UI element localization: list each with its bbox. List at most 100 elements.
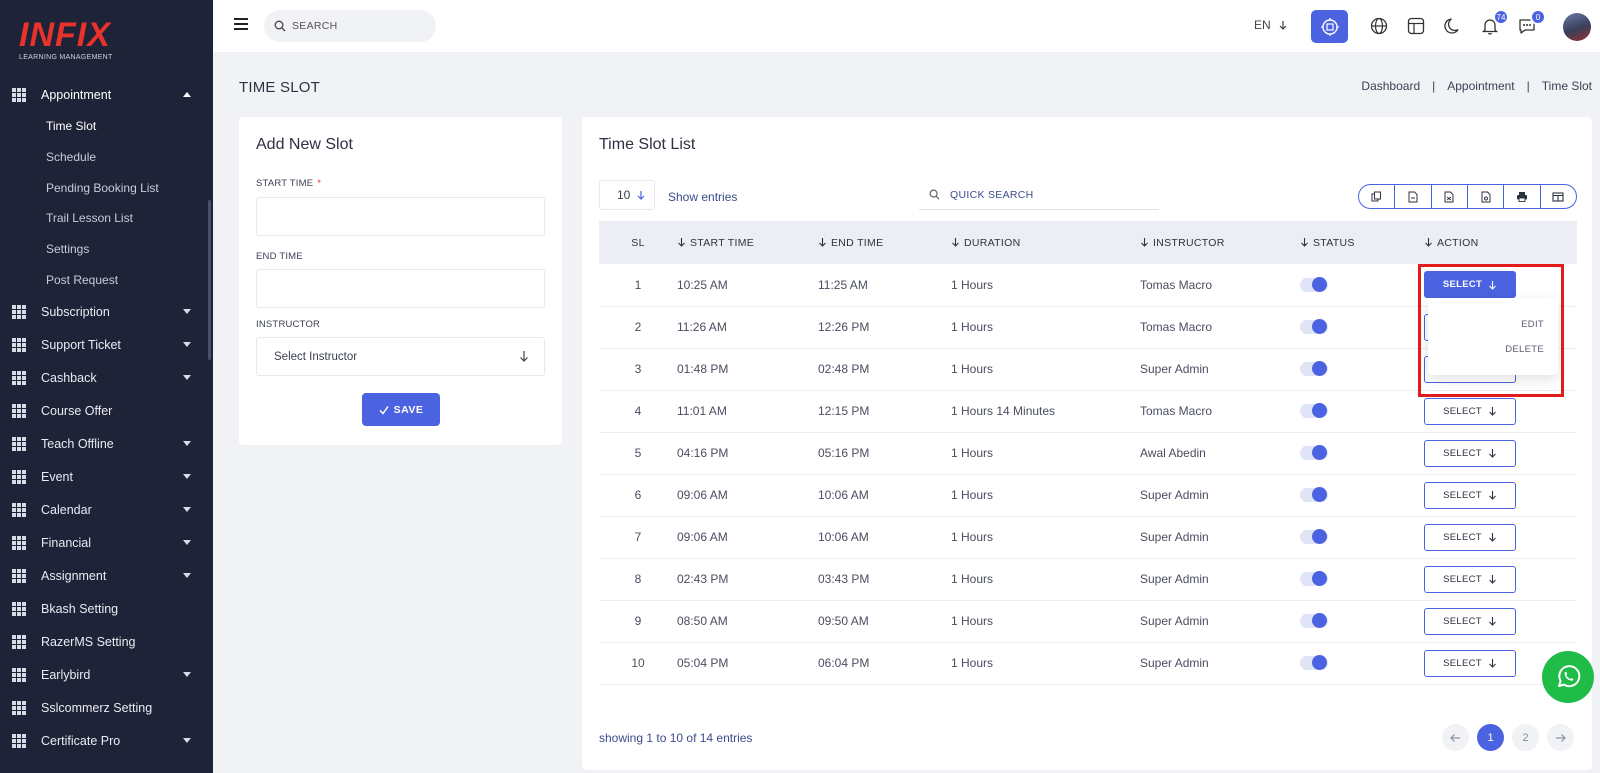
notification-badge: 74 (1493, 9, 1509, 25)
copy-icon[interactable] (1359, 185, 1396, 208)
sidebar-item-subscription[interactable]: Subscription (0, 295, 213, 328)
print-icon[interactable] (1504, 185, 1541, 208)
sidebar-item-teach-offline[interactable]: Teach Offline (0, 427, 213, 460)
sidebar-item-financial[interactable]: Financial (0, 526, 213, 559)
moon-icon[interactable] (1441, 14, 1465, 38)
cell-status (1300, 474, 1424, 517)
cell-sl: 9 (599, 600, 677, 643)
select-action-button[interactable]: SELECT (1424, 397, 1516, 425)
select-action-button[interactable]: SELECT (1424, 523, 1516, 551)
column-header-sl[interactable]: SL (631, 236, 645, 249)
sidebar-item-course-offer[interactable]: Course Offer (0, 394, 213, 427)
select-action-button[interactable]: SELECT (1424, 565, 1516, 593)
status-toggle[interactable] (1300, 361, 1328, 376)
quick-search[interactable] (919, 180, 1159, 210)
status-toggle[interactable] (1300, 529, 1328, 544)
globe-icon[interactable] (1367, 14, 1391, 38)
csv-icon[interactable] (1395, 185, 1432, 208)
status-toggle[interactable] (1300, 487, 1328, 502)
sidebar-subitem-pending-booking-list[interactable]: Pending Booking List (46, 180, 159, 195)
sidebar-item-event[interactable]: Event (0, 460, 213, 493)
sidebar-subitem-schedule[interactable]: Schedule (46, 150, 97, 165)
start-time-field[interactable] (256, 197, 545, 236)
cell-duration: 1 Hours (951, 432, 1140, 475)
page-button-2[interactable]: 2 (1512, 724, 1539, 751)
end-time-field[interactable] (256, 269, 545, 308)
status-toggle[interactable] (1300, 403, 1328, 418)
end-time-label: END TIME (256, 251, 303, 262)
cell-end-time: 03:43 PM (818, 558, 951, 601)
logo[interactable]: INFIX LEARNING MANAGEMENT (19, 18, 129, 64)
cell-action: SELECT (1424, 558, 1577, 601)
delete-menu-item[interactable]: DELETE (1505, 344, 1544, 355)
status-toggle[interactable] (1300, 319, 1328, 334)
search-bar[interactable] (264, 10, 436, 42)
breadcrumb-dashboard[interactable]: Dashboard (1361, 79, 1421, 93)
save-button[interactable]: SAVE (362, 393, 440, 426)
sidebar-item-label: Support Ticket (41, 337, 121, 352)
column-header-instructor[interactable]: INSTRUCTOR (1140, 221, 1300, 264)
sidebar-scrollbar[interactable] (208, 200, 211, 360)
sidebar-subitem-time-slot[interactable]: Time Slot (46, 119, 97, 134)
sidebar-item-appointment[interactable]: Appointment (0, 78, 213, 111)
language-selector[interactable]: EN (1254, 18, 1288, 32)
entries-select[interactable]: 10 (599, 180, 655, 210)
select-action-button[interactable]: SELECT (1424, 607, 1516, 635)
column-header-status[interactable]: STATUS (1300, 221, 1424, 264)
sidebar-item-cashback[interactable]: Cashback (0, 361, 213, 394)
chat-icon[interactable]: 0 (1515, 9, 1546, 38)
arrow-down-icon (1488, 491, 1496, 500)
sidebar-item-assignment[interactable]: Assignment (0, 559, 213, 592)
prev-page-button[interactable] (1442, 724, 1469, 751)
sidebar-item-earlybird[interactable]: Earlybird (0, 658, 213, 691)
sort-arrow-icon (1425, 237, 1432, 247)
status-toggle[interactable] (1300, 655, 1328, 670)
breadcrumb-appointment[interactable]: Appointment (1447, 79, 1515, 93)
status-toggle[interactable] (1300, 613, 1328, 628)
caret-down-icon (183, 672, 191, 678)
status-toggle[interactable] (1300, 571, 1328, 586)
search-input[interactable] (292, 20, 422, 32)
cell-action: SELECT (1424, 516, 1577, 559)
page-button-1[interactable]: 1 (1477, 724, 1504, 751)
column-header-duration[interactable]: DURATION (951, 221, 1140, 264)
column-header-action[interactable]: ACTION (1424, 221, 1577, 264)
entries-value: 10 (617, 188, 631, 202)
status-toggle[interactable] (1300, 276, 1328, 292)
avatar[interactable] (1563, 13, 1591, 41)
status-toggle[interactable] (1300, 445, 1328, 460)
sidebar-item-certificate-pro[interactable]: Certificate Pro (0, 724, 213, 757)
hamburger-menu-icon[interactable] (234, 18, 248, 30)
select-action-button[interactable]: SELECT (1424, 481, 1516, 509)
sidebar-item-support-ticket[interactable]: Support Ticket (0, 328, 213, 361)
cell-action: SELECT (1424, 600, 1577, 643)
top-header: EN 74 0 (213, 0, 1600, 52)
sidebar-menu-items: Subscription Support Ticket Cashback Course… (0, 295, 213, 757)
bell-icon[interactable]: 74 (1478, 9, 1509, 38)
sidebar-item-sslcommerz-setting[interactable]: Sslcommerz Setting (0, 691, 213, 724)
sidebar-item-razerms-setting[interactable]: RazerMS Setting (0, 625, 213, 658)
select-action-button[interactable]: SELECT (1424, 439, 1516, 467)
column-header-start-time[interactable]: START TIME (677, 221, 818, 264)
pdf-icon[interactable] (1468, 185, 1505, 208)
excel-icon[interactable] (1432, 185, 1468, 208)
grid-icon (12, 700, 28, 715)
select-action-button[interactable]: SELECT (1424, 649, 1516, 677)
sidebar-subitem-post-request[interactable]: Post Request (46, 272, 119, 287)
whatsapp-chat-button[interactable] (1542, 651, 1594, 703)
sidebar-item-bkash-setting[interactable]: Bkash Setting (0, 592, 213, 625)
quick-search-input[interactable] (950, 188, 1140, 201)
columns-icon[interactable] (1541, 185, 1576, 208)
next-page-button[interactable] (1547, 724, 1574, 751)
layout-icon[interactable] (1404, 14, 1428, 38)
column-header-end-time[interactable]: END TIME (818, 221, 951, 264)
edit-menu-item[interactable]: EDIT (1521, 319, 1544, 330)
settings-chip-icon[interactable] (1311, 10, 1348, 43)
sidebar-subitem-settings[interactable]: Settings (46, 242, 90, 257)
sidebar-item-calendar[interactable]: Calendar (0, 493, 213, 526)
breadcrumb-time-slot[interactable]: Time Slot (1541, 79, 1592, 93)
instructor-select[interactable]: Select Instructor (256, 337, 545, 376)
sidebar-subitem-trail-lesson-list[interactable]: Trail Lesson List (46, 211, 133, 226)
select-action-button[interactable]: SELECT (1424, 271, 1516, 299)
cell-status (1300, 558, 1424, 601)
